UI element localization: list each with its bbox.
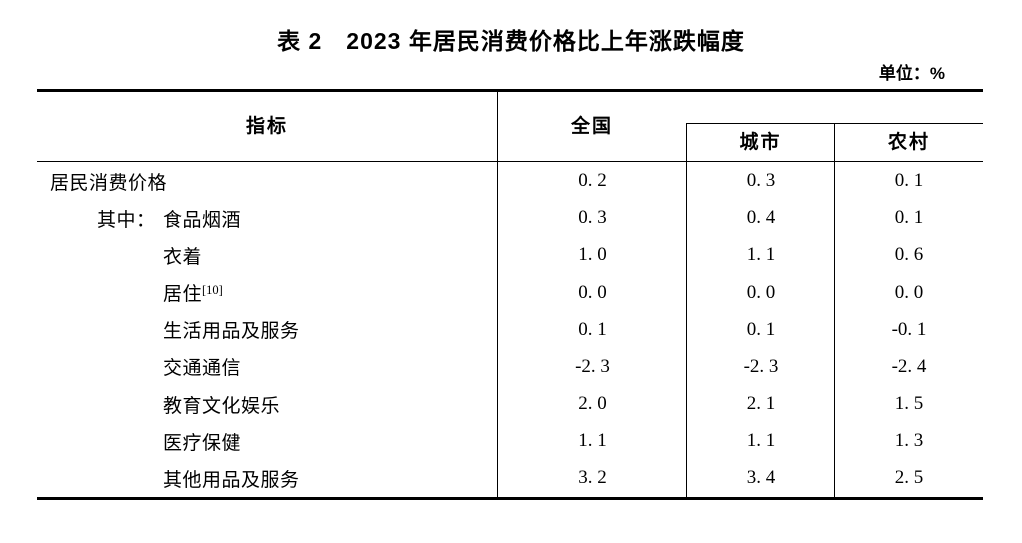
value-national: 3. 2 — [578, 467, 607, 489]
value-rural: 0. 0 — [894, 281, 924, 303]
column-header-urban: 城市 — [739, 132, 782, 153]
value-rural: -0. 1 — [891, 318, 927, 340]
header-bottom-border — [37, 161, 983, 163]
value-national: 0. 1 — [578, 318, 607, 340]
table-row: 衣着 1. 0 1. 1 0. 6 — [37, 237, 983, 274]
value-rural: 0. 1 — [894, 207, 924, 229]
indicator-label: 衣着 — [163, 246, 203, 268]
value-national: 0. 3 — [578, 207, 607, 229]
value-rural: 1. 5 — [894, 393, 924, 415]
value-urban: 2. 1 — [746, 393, 776, 415]
column-header-national: 全国 — [570, 116, 613, 137]
table-row: 其中： 食品烟酒 0. 3 0. 4 0. 1 — [37, 200, 983, 237]
column-divider-urban-rural — [834, 123, 836, 497]
value-urban: -2. 3 — [743, 355, 779, 377]
table-row: 医疗保健 1. 1 1. 1 1. 3 — [37, 423, 983, 460]
value-rural: 2. 5 — [894, 467, 924, 489]
value-urban: 0. 4 — [746, 207, 776, 229]
table-title: 表 2 2023 年居民消费价格比上年涨跌幅度 — [277, 28, 745, 54]
value-rural: 0. 1 — [894, 170, 924, 192]
indicator-cell: 居民消费价格 — [37, 168, 498, 195]
indicator-label: 教育文化娱乐 — [163, 395, 281, 417]
table-row: 其他用品及服务 3. 2 3. 4 2. 5 — [37, 460, 983, 497]
column-divider-national-urban — [686, 123, 688, 497]
value-national: 1. 1 — [578, 430, 607, 452]
value-urban: 3. 4 — [746, 467, 776, 489]
table-row: 生活用品及服务 0. 1 0. 1 -0. 1 — [37, 311, 983, 348]
value-rural: 1. 3 — [894, 430, 924, 452]
indicator-cell: 教育文化娱乐 — [37, 391, 498, 418]
indicator-cell: 衣着 — [37, 242, 498, 269]
indicator-prefix: 其中： — [97, 209, 156, 231]
subheader-top-border — [686, 123, 983, 125]
value-national: -2. 3 — [575, 355, 610, 377]
indicator-label: 其他用品及服务 — [163, 469, 300, 491]
value-national: 0. 0 — [578, 281, 607, 303]
value-rural: 0. 6 — [894, 244, 924, 266]
value-national: 0. 2 — [578, 170, 607, 192]
value-urban: 0. 1 — [746, 318, 776, 340]
table-body: 居民消费价格 0. 2 0. 3 0. 1 其中： 食品烟酒 0. 3 0. 4 … — [37, 163, 983, 498]
indicator-cell: 生活用品及服务 — [37, 316, 498, 343]
indicator-label: 医疗保健 — [163, 432, 242, 454]
value-urban: 1. 1 — [746, 430, 776, 452]
indicator-label: 生活用品及服务 — [163, 321, 300, 343]
indicator-cell: 医疗保健 — [37, 428, 498, 455]
table-row: 居民消费价格 0. 2 0. 3 0. 1 — [37, 163, 983, 200]
value-urban: 0. 0 — [746, 281, 776, 303]
indicator-cell: 其他用品及服务 — [37, 465, 498, 492]
value-national: 1. 0 — [578, 244, 607, 266]
value-rural: -2. 4 — [891, 355, 927, 377]
indicator-cell: 交通通信 — [37, 353, 498, 380]
indicator-label: 交通通信 — [163, 358, 242, 380]
table-row: 教育文化娱乐 2. 0 2. 1 1. 5 — [37, 386, 983, 423]
indicator-cell: 其中： 食品烟酒 — [37, 205, 498, 232]
value-urban: 1. 1 — [746, 244, 776, 266]
indicator-label: 居住 — [163, 284, 203, 306]
cpi-table: 指标 全国 城市 农村 居民消费价格 0. 2 0. 3 0. 1 其中： 食品烟… — [37, 89, 983, 500]
indicator-cell: 居住[10] — [37, 279, 498, 306]
table-row: 交通通信 -2. 3 -2. 3 -2. 4 — [37, 348, 983, 385]
indicator-label: 食品烟酒 — [163, 209, 242, 231]
indicator-label: 居民消费价格 — [50, 172, 168, 194]
column-header-indicator: 指标 — [245, 116, 288, 137]
column-header-rural: 农村 — [887, 132, 930, 153]
unit-label: 单位：% — [878, 64, 945, 83]
table-row: 居住[10] 0. 0 0. 0 0. 0 — [37, 274, 983, 311]
footnote-ref: [10] — [202, 283, 223, 298]
value-national: 2. 0 — [578, 393, 607, 415]
column-divider-indicator-national — [497, 92, 499, 497]
value-urban: 0. 3 — [746, 170, 776, 192]
